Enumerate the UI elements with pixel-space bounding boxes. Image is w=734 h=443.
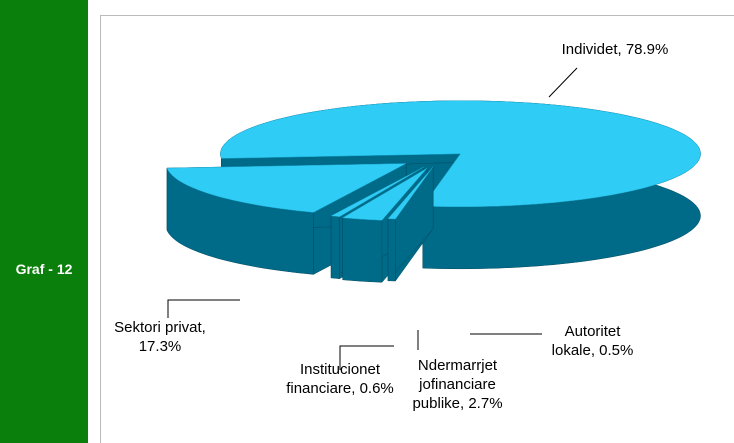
leader-line — [339, 345, 394, 370]
leader-line — [548, 67, 578, 98]
data-label: Autoritet lokale, 0.5% — [551, 323, 634, 359]
slice — [166, 163, 407, 213]
data-label: Ndermarrjet jofinanciare publike, 2.7% — [412, 357, 503, 412]
slice-wall — [342, 217, 383, 283]
slice — [330, 166, 424, 217]
slice — [341, 167, 428, 221]
data-label: Sektori privat, 17.3% — [114, 319, 206, 355]
chart-frame — [100, 15, 734, 443]
leader-line — [167, 299, 240, 318]
slice — [220, 100, 701, 208]
slice-wall — [330, 215, 340, 279]
data-label: Institucionet financiare, 0.6% — [286, 361, 394, 397]
data-label: Individet, 78.9% — [561, 41, 669, 58]
side-bar: Graf - 12 — [0, 0, 88, 443]
slice-wall — [387, 218, 396, 282]
side-label: Graf - 12 — [15, 261, 73, 277]
slice — [387, 166, 434, 220]
